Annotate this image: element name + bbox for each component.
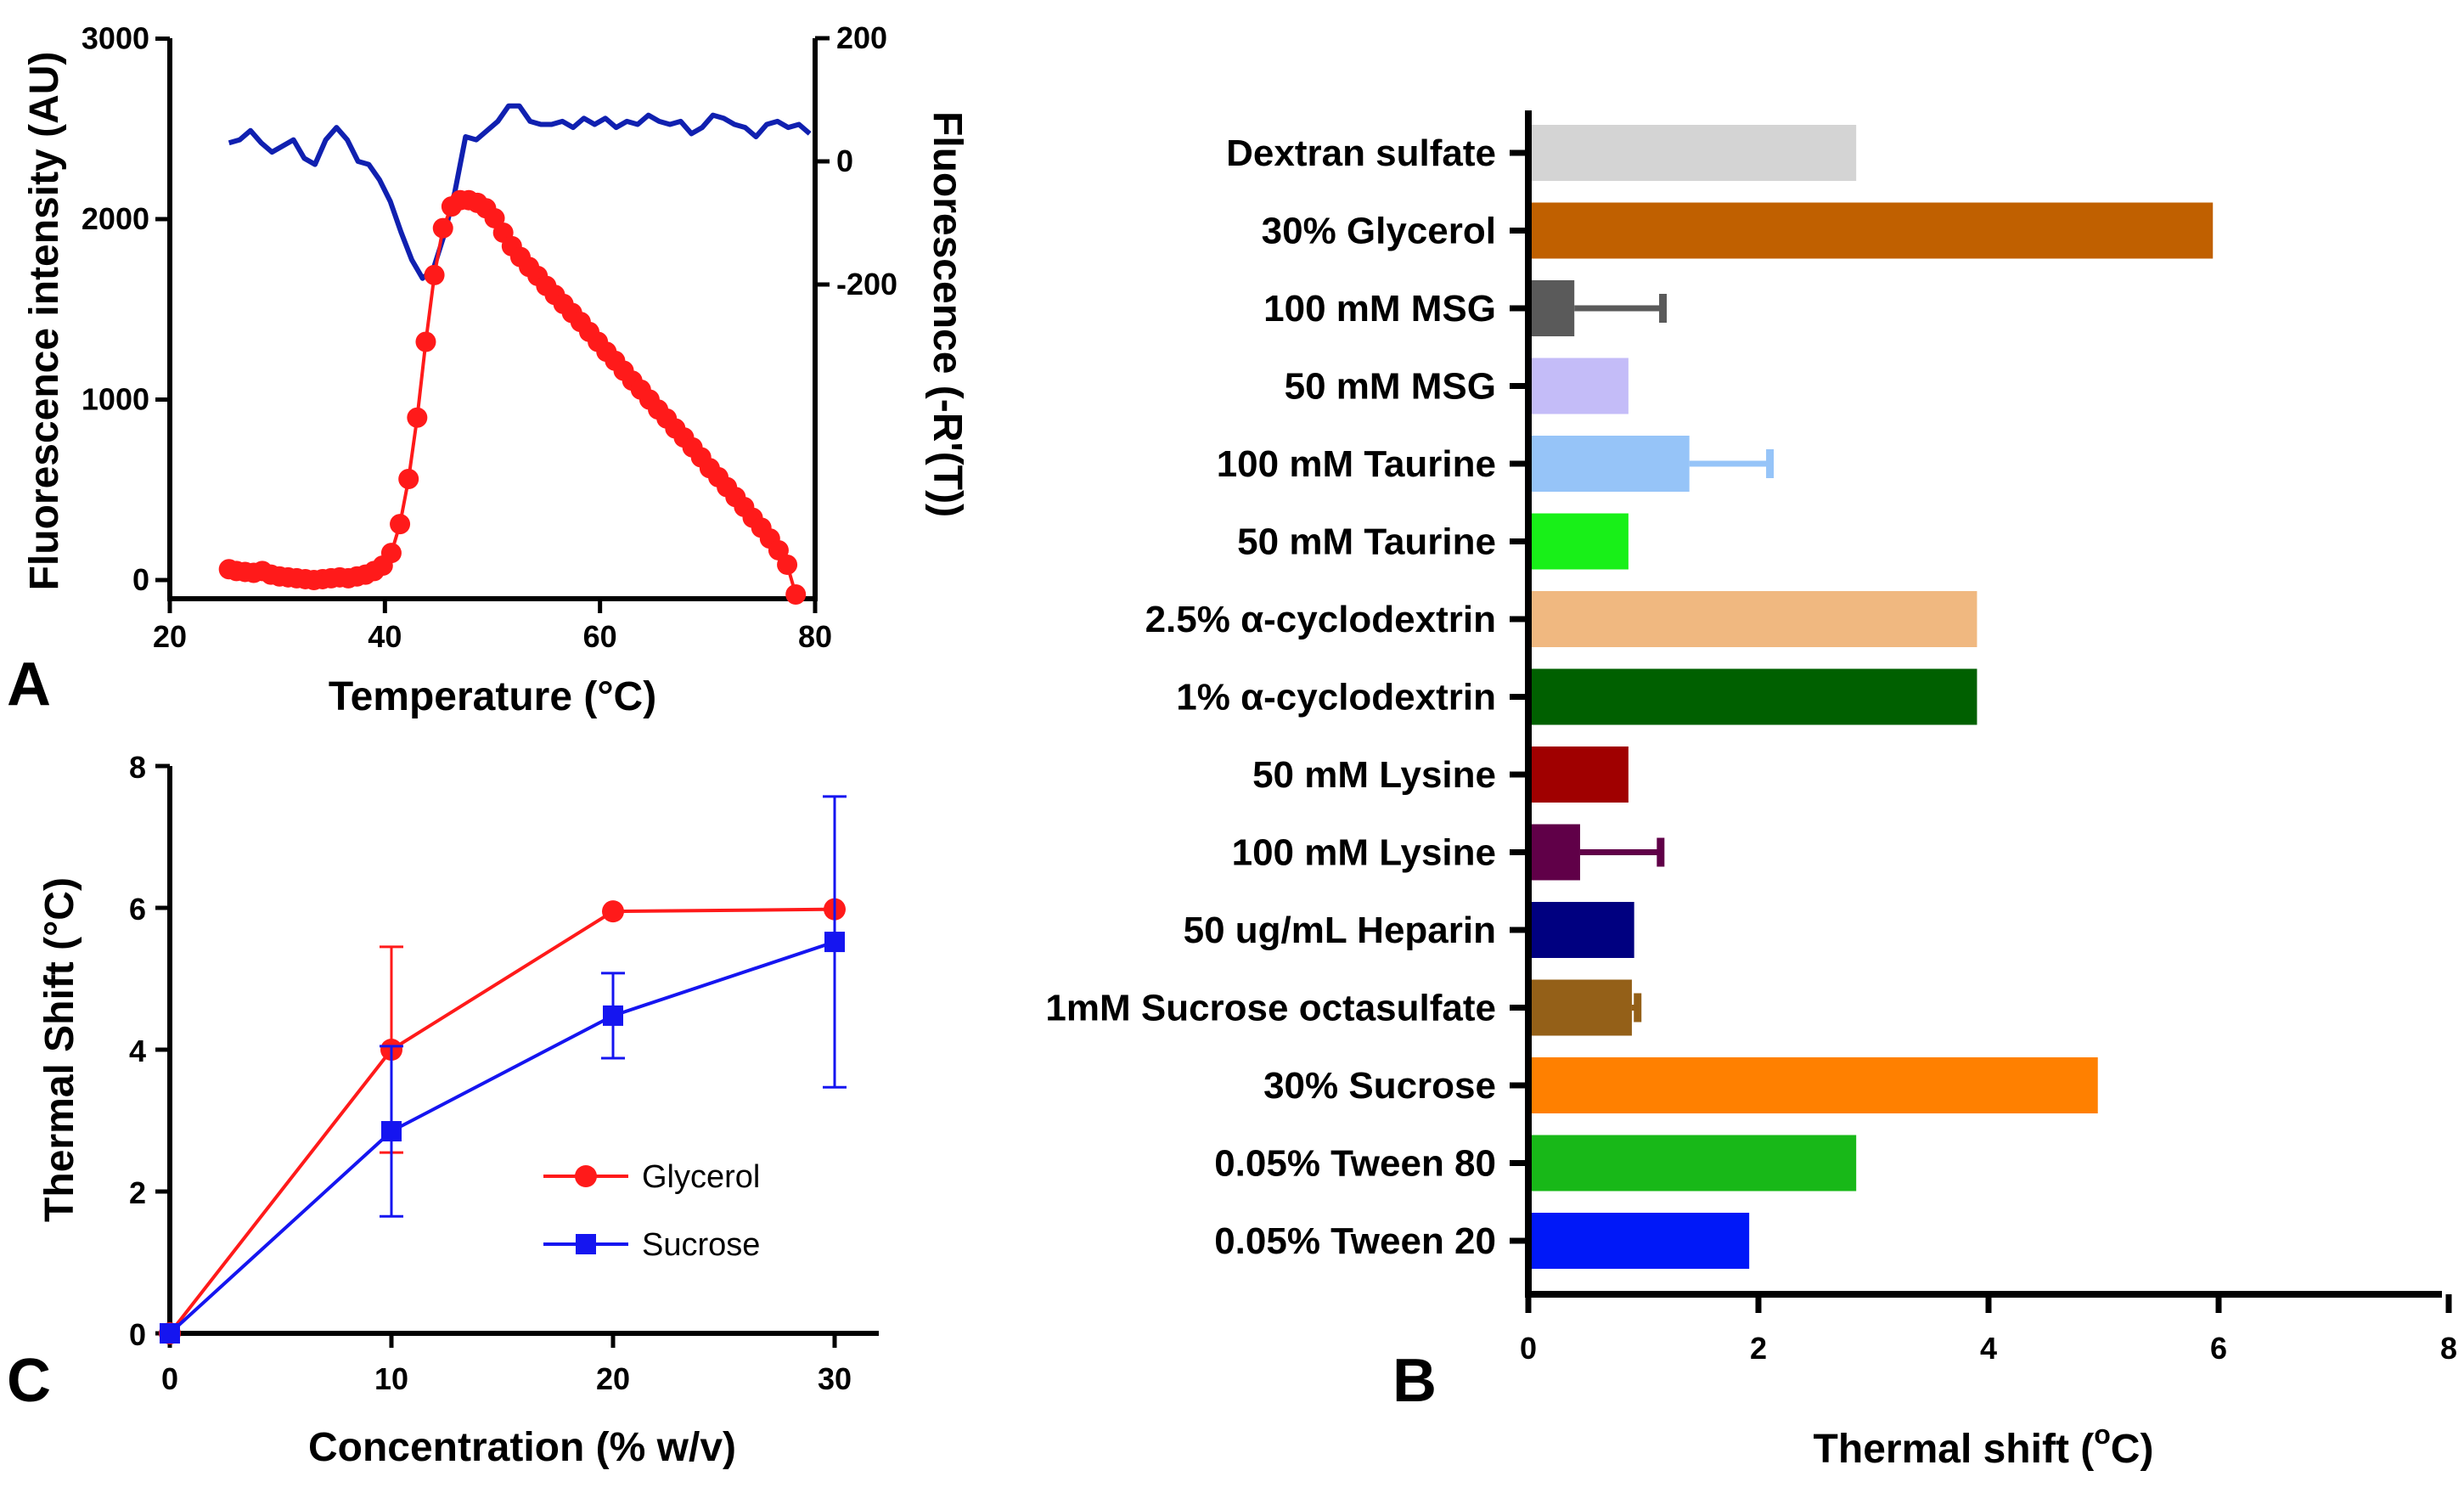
panel-c-ytick-label: 2 bbox=[129, 1175, 146, 1210]
panel-b-xlabel: Thermal shift (oC) bbox=[1814, 1419, 2154, 1472]
panel-a-derivative-line bbox=[228, 103, 812, 281]
panel-c-ytick-label: 0 bbox=[129, 1317, 146, 1352]
panel-b-category-label: 0.05% Tween 20 bbox=[1214, 1220, 1496, 1262]
panel-a-intensity-point bbox=[415, 331, 436, 352]
panel-a-intensity-point bbox=[380, 543, 402, 564]
panel-c-xtick-label: 10 bbox=[374, 1361, 408, 1396]
panel-c-line-glycerol bbox=[168, 907, 835, 1335]
panel-a-intensity-point bbox=[398, 469, 419, 489]
panel-b-category-label: 1mM Sucrose octasulfate bbox=[1045, 988, 1496, 1029]
panel-c-xtick-label: 20 bbox=[596, 1361, 630, 1396]
panel-b-bar bbox=[1528, 513, 1629, 570]
panel-a-ylabel: Fluorescence intensity (AU) bbox=[22, 52, 67, 591]
panel-c-ytick-label: 4 bbox=[129, 1034, 146, 1068]
panel-c-ytick-label: 6 bbox=[129, 892, 146, 927]
panel-b-category-label: 100 mM MSG bbox=[1263, 288, 1496, 330]
panel-c-legend-label: Glycerol bbox=[642, 1159, 760, 1195]
panel-b-bar bbox=[1528, 358, 1629, 414]
panel-b-bar bbox=[1528, 746, 1629, 803]
panel-label-a: A bbox=[7, 651, 51, 718]
panel-b-category-label: 50 mM MSG bbox=[1285, 366, 1496, 408]
panel-a-ytick-label: 2000 bbox=[82, 201, 149, 236]
panel-c-point-sucrose bbox=[824, 932, 845, 953]
panel-b-bar-chart: Dextran sulfate 30% Glycerol 100 mM MSG 50 … bbox=[1045, 110, 2457, 1472]
panel-b-category-label: 30% Sucrose bbox=[1263, 1065, 1496, 1107]
panel-b-category-label: 50 mM Taurine bbox=[1237, 521, 1496, 563]
panel-a-intensity-point bbox=[424, 264, 445, 285]
panel-c-xtick-label: 30 bbox=[818, 1361, 852, 1396]
panel-a-intensity-point bbox=[785, 584, 807, 605]
panel-a-ytick-label: 1000 bbox=[82, 382, 149, 417]
panel-b-category-label: 30% Glycerol bbox=[1262, 211, 1496, 252]
panel-a-xtick-label: 40 bbox=[368, 619, 402, 654]
panel-a-intensity-point bbox=[390, 514, 411, 535]
panel-a-xlabel: Temperature (°C) bbox=[329, 674, 656, 719]
panel-b-bar bbox=[1528, 1213, 1750, 1269]
panel-b-bar bbox=[1528, 125, 1857, 181]
panel-b-category-label: 0.05% Tween 80 bbox=[1214, 1143, 1496, 1185]
panel-b-category-label: 50 mM Lysine bbox=[1252, 754, 1496, 796]
panel-a-xtick-label: 20 bbox=[153, 619, 187, 654]
panel-b-category-label: 2.5% α-cyclodextrin bbox=[1145, 599, 1496, 640]
panel-a-xtick-label: 80 bbox=[798, 619, 832, 654]
panel-a-xtick-label: 60 bbox=[583, 619, 617, 654]
panel-b-bar bbox=[1528, 824, 1580, 881]
panel-b-xtick-label: 4 bbox=[1980, 1331, 1997, 1366]
panel-a-intensity-point bbox=[432, 217, 453, 239]
panel-b-xtick-label: 8 bbox=[2440, 1331, 2457, 1366]
panel-a-intensity-point bbox=[407, 407, 428, 428]
panel-b-bar bbox=[1528, 668, 1977, 725]
panel-b-category-label: 100 mM Taurine bbox=[1217, 443, 1496, 485]
panel-label-c: C bbox=[7, 1347, 51, 1415]
panel-c-legend-marker bbox=[576, 1234, 596, 1254]
panel-c-concentration-plot: 0 10 20 30 0 2 4 6 8 Glycerol Sucrose Concentrati… bbox=[7, 750, 879, 1470]
panel-b-bar bbox=[1528, 202, 2214, 259]
panel-c-line-sucrose bbox=[168, 940, 835, 1335]
panel-a-y2tick-label: 0 bbox=[836, 144, 853, 178]
panel-b-bar bbox=[1528, 280, 1575, 336]
panel-c-legend: Glycerol Sucrose bbox=[543, 1159, 760, 1263]
panel-label-b: B bbox=[1392, 1347, 1437, 1415]
panel-b-bar bbox=[1528, 1057, 2098, 1113]
panel-c-legend-label: Sucrose bbox=[642, 1227, 760, 1263]
panel-b-xtick-label: 6 bbox=[2210, 1331, 2227, 1366]
panel-b-category-label: 100 mM Lysine bbox=[1232, 832, 1496, 874]
panel-c-point-sucrose bbox=[603, 1005, 623, 1026]
panel-b-category-label: 50 ug/mL Heparin bbox=[1184, 910, 1496, 951]
panel-c-ylabel: Thermal Shift (°C) bbox=[37, 877, 82, 1222]
panel-c-legend-marker bbox=[575, 1165, 597, 1187]
panel-a-ytick-label: 3000 bbox=[82, 21, 149, 56]
panel-b-bar bbox=[1528, 591, 1977, 647]
panel-c-point-sucrose bbox=[381, 1121, 402, 1142]
panel-c-xtick-label: 0 bbox=[161, 1361, 178, 1396]
panel-a-ytick-label: 0 bbox=[132, 562, 149, 597]
panel-b-xtick-label: 2 bbox=[1750, 1331, 1767, 1366]
panel-a-y2tick-label: -200 bbox=[836, 267, 897, 301]
panel-a-y2label: Fluorescence (-R'(T)) bbox=[925, 111, 970, 517]
panel-b-bar bbox=[1528, 979, 1632, 1036]
panel-c-point-sucrose bbox=[160, 1323, 180, 1344]
panel-c-xlabel: Concentration (% w/v) bbox=[308, 1425, 736, 1470]
panel-b-bar bbox=[1528, 436, 1690, 492]
panel-b-xtick-label: 0 bbox=[1520, 1331, 1537, 1366]
panel-b-bar bbox=[1528, 902, 1634, 958]
panel-c-point-glycerol bbox=[602, 900, 624, 923]
panel-b-bar bbox=[1528, 1135, 1857, 1192]
panel-a-y2tick-label: 200 bbox=[836, 20, 887, 55]
panel-b-category-label: Dextran sulfate bbox=[1226, 132, 1496, 174]
panel-a-intensity-point bbox=[777, 554, 798, 575]
panel-b-category-label: 1% α-cyclodextrin bbox=[1176, 677, 1496, 718]
panel-c-ytick-label: 8 bbox=[129, 750, 146, 785]
